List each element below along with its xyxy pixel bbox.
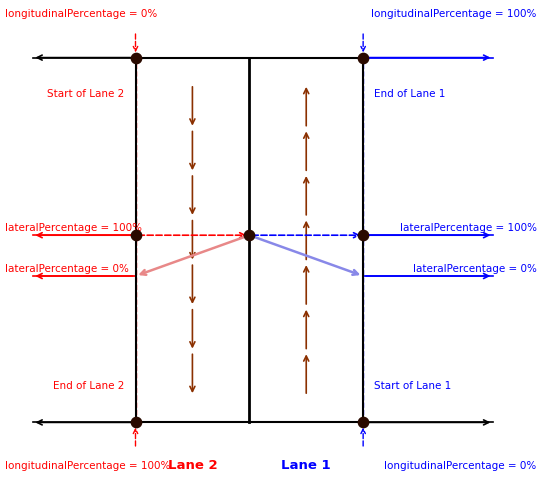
Text: Start of Lane 2: Start of Lane 2 bbox=[47, 89, 125, 98]
Text: End of Lane 2: End of Lane 2 bbox=[53, 382, 125, 391]
Point bbox=[359, 54, 367, 61]
Text: lateralPercentage = 0%: lateralPercentage = 0% bbox=[5, 264, 130, 274]
Point bbox=[131, 419, 140, 426]
Text: longitudinalPercentage = 0%: longitudinalPercentage = 0% bbox=[5, 10, 158, 19]
Text: Lane 2: Lane 2 bbox=[167, 459, 217, 472]
Point bbox=[131, 54, 140, 61]
Text: Lane 1: Lane 1 bbox=[281, 459, 331, 472]
Text: longitudinalPercentage = 100%: longitudinalPercentage = 100% bbox=[371, 10, 537, 19]
Point bbox=[131, 231, 140, 239]
Text: lateralPercentage = 100%: lateralPercentage = 100% bbox=[399, 223, 537, 233]
Point bbox=[359, 231, 367, 239]
Text: End of Lane 1: End of Lane 1 bbox=[374, 89, 446, 98]
Point bbox=[245, 231, 254, 239]
Text: Start of Lane 1: Start of Lane 1 bbox=[374, 382, 451, 391]
Point bbox=[359, 419, 367, 426]
Text: longitudinalPercentage = 0%: longitudinalPercentage = 0% bbox=[384, 461, 537, 470]
Text: longitudinalPercentage = 100%: longitudinalPercentage = 100% bbox=[5, 461, 171, 470]
Text: lateralPercentage = 0%: lateralPercentage = 0% bbox=[412, 264, 537, 274]
Text: lateralPercentage = 100%: lateralPercentage = 100% bbox=[5, 223, 143, 233]
